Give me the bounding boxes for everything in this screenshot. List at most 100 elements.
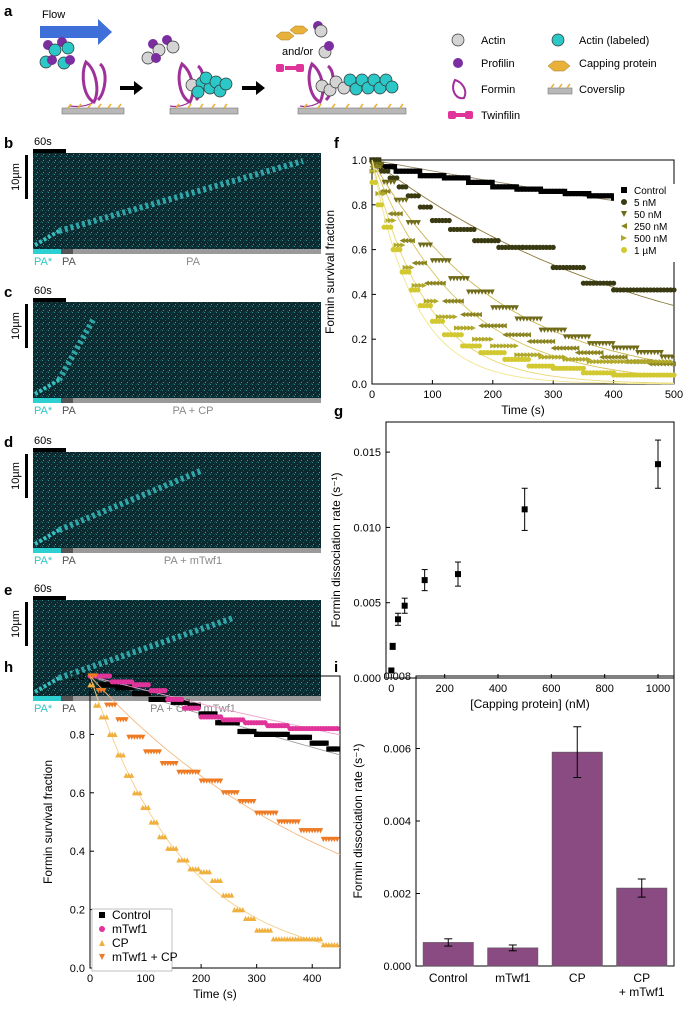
data-point bbox=[393, 197, 399, 203]
data-point bbox=[606, 359, 613, 365]
data-point bbox=[514, 352, 520, 358]
series-5-nm bbox=[369, 157, 677, 307]
data-point bbox=[476, 311, 482, 318]
data-point bbox=[433, 280, 440, 286]
data-point bbox=[411, 282, 417, 289]
category-label: CP bbox=[633, 971, 650, 985]
kymograph-image bbox=[33, 452, 321, 548]
data-point bbox=[471, 226, 477, 233]
data-point bbox=[574, 350, 580, 356]
data-point bbox=[558, 354, 564, 360]
pa-star-label: PA* bbox=[34, 703, 53, 715]
data-point bbox=[451, 298, 458, 304]
filament-trace bbox=[57, 467, 205, 533]
data-point bbox=[481, 323, 487, 329]
data-point bbox=[521, 186, 527, 192]
series-250-nm bbox=[369, 159, 676, 378]
y-tick-label: 0.015 bbox=[353, 447, 381, 459]
data-point bbox=[317, 828, 324, 834]
pa-star-bar bbox=[33, 548, 61, 553]
data-point bbox=[378, 202, 384, 208]
data-point bbox=[415, 193, 421, 199]
data-point bbox=[489, 179, 495, 185]
data-point bbox=[187, 702, 193, 708]
data-point bbox=[129, 772, 135, 778]
data-point bbox=[566, 191, 572, 197]
data-point bbox=[388, 224, 394, 230]
data-point bbox=[154, 819, 160, 825]
y-axis-label: Formin survival fraction bbox=[41, 760, 55, 884]
data-point bbox=[505, 332, 511, 338]
data-point bbox=[206, 869, 213, 875]
filament-trace bbox=[58, 158, 304, 234]
data-point bbox=[558, 188, 564, 194]
time-scale-bar bbox=[33, 596, 66, 600]
data-point bbox=[446, 217, 452, 224]
data-point bbox=[445, 298, 451, 304]
data-point bbox=[562, 327, 568, 333]
category-label: + mTwf1 bbox=[619, 985, 665, 999]
data-point bbox=[452, 314, 458, 320]
data-point bbox=[457, 276, 464, 282]
length-scale-bar bbox=[25, 602, 28, 646]
series-cp bbox=[87, 675, 341, 948]
actin-labeled-icon bbox=[551, 33, 565, 47]
data-point bbox=[596, 341, 603, 347]
condition-label: PA + CP bbox=[172, 405, 213, 417]
pa-star-label: PA* bbox=[34, 555, 53, 567]
data-point bbox=[387, 211, 393, 217]
data-point bbox=[666, 354, 672, 360]
data-point bbox=[134, 690, 140, 697]
data-point bbox=[458, 298, 464, 304]
data-point bbox=[396, 197, 403, 203]
data-point bbox=[569, 334, 575, 340]
time-scale-bar bbox=[33, 448, 66, 452]
data-point bbox=[546, 338, 552, 345]
data-point bbox=[242, 728, 249, 735]
data-point bbox=[418, 282, 424, 289]
data-point bbox=[279, 731, 285, 737]
time-scale-label: 60s bbox=[34, 435, 52, 447]
data-point bbox=[555, 354, 561, 360]
data-point bbox=[448, 298, 454, 304]
data-point bbox=[621, 235, 627, 241]
y-tick-label: 1.0 bbox=[352, 155, 367, 167]
panel-label-f: f bbox=[334, 135, 340, 152]
kymograph-c: c 60s 10µm PA* PA PA + CP bbox=[4, 284, 321, 417]
data-point bbox=[580, 365, 587, 371]
data-point bbox=[142, 690, 149, 697]
data-point bbox=[517, 352, 523, 358]
data-point bbox=[184, 857, 190, 863]
kymograph-d: d 60s 10µm PA* PA PA + mTwf1 bbox=[4, 434, 321, 567]
panel-f-chart: f 0 100 200 300 400 500 Time (s) 0.0 0.2 0.4 0.6 0.… bbox=[323, 135, 683, 417]
data-point bbox=[162, 688, 168, 694]
legend-entry: CP bbox=[112, 936, 129, 950]
series-50-nm bbox=[369, 159, 675, 365]
data-point bbox=[658, 359, 664, 365]
x-tick-label: 500 bbox=[665, 389, 683, 401]
data-point bbox=[513, 305, 519, 311]
arrow-icon bbox=[242, 81, 265, 95]
data-point bbox=[215, 720, 221, 726]
data-point bbox=[99, 954, 105, 960]
data-point bbox=[472, 289, 478, 295]
data-point bbox=[551, 188, 558, 194]
data-point bbox=[381, 179, 387, 185]
data-point bbox=[527, 352, 533, 358]
y-tick-label: 0.2 bbox=[352, 334, 367, 346]
data-point bbox=[590, 359, 596, 365]
data-point bbox=[423, 298, 429, 304]
data-point bbox=[402, 238, 409, 244]
panel-label-d: d bbox=[4, 434, 13, 451]
data-point bbox=[551, 327, 558, 333]
data-point bbox=[445, 175, 451, 181]
data-point bbox=[195, 866, 201, 872]
data-point bbox=[467, 325, 473, 331]
data-point bbox=[424, 173, 430, 179]
time-scale-label: 60s bbox=[34, 583, 52, 595]
data-point bbox=[621, 345, 627, 351]
data-point bbox=[290, 734, 296, 740]
category-label: Control bbox=[429, 971, 468, 985]
data-point bbox=[173, 845, 179, 851]
kymographs: b 60s 10µm PA* PA PA c 60s 10µm PA* PA PA + CP d 60s 1… bbox=[4, 135, 321, 715]
